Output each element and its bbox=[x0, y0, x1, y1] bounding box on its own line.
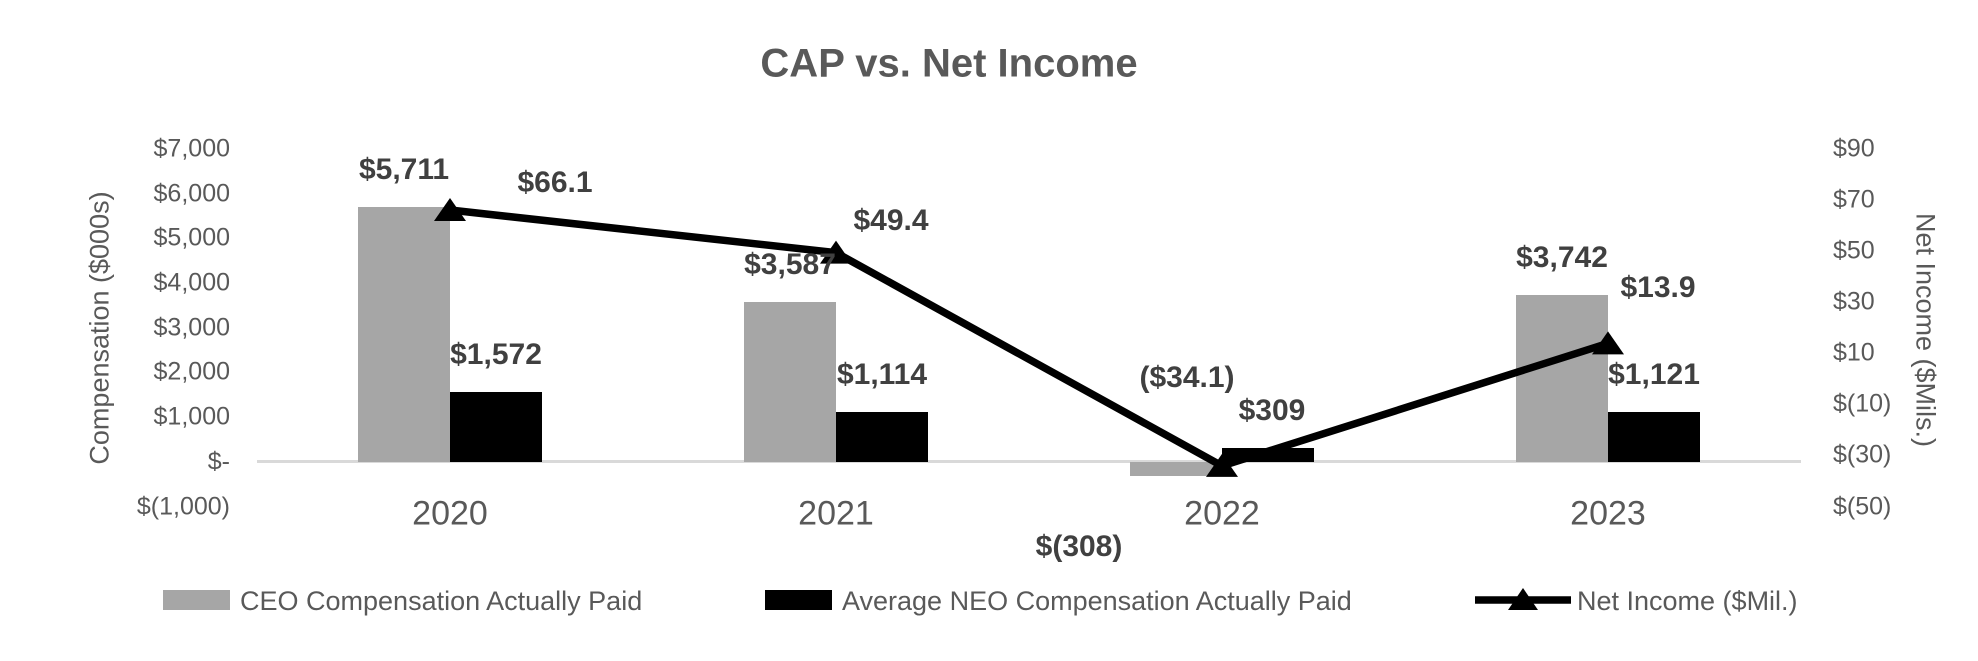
legend-swatch-neo bbox=[765, 590, 832, 610]
bar-neo-2021 bbox=[836, 412, 928, 462]
legend-triangle-icon bbox=[1508, 588, 1538, 610]
legend-swatch-ceo bbox=[163, 590, 230, 610]
bar-ceo-2022 bbox=[1130, 461, 1222, 476]
triangle-marker-2021 bbox=[820, 240, 852, 264]
left-axis-tick: $3,000 bbox=[153, 313, 230, 342]
triangle-marker-2023 bbox=[1592, 331, 1624, 355]
data-label-s0-2022: $(308) bbox=[1035, 529, 1123, 563]
bar-neo-2023 bbox=[1608, 411, 1700, 462]
legend-label-neo: Average NEO Compensation Actually Paid bbox=[842, 586, 1352, 616]
data-label-s1-2021: $1,114 bbox=[836, 358, 928, 392]
legend-label-net-income: Net Income ($Mil.) bbox=[1577, 586, 1798, 616]
x-axis-label-2023: 2023 bbox=[1570, 494, 1646, 533]
left-axis-tick: $7,000 bbox=[153, 134, 230, 163]
data-label-s2-2020: $66.1 bbox=[517, 166, 593, 200]
data-label-s1-2023: $1,121 bbox=[1608, 357, 1700, 391]
left-axis-tick: $(1,000) bbox=[136, 492, 230, 520]
data-label-s0-2023: $3,742 bbox=[1516, 240, 1608, 274]
triangle-marker-2020 bbox=[434, 198, 466, 222]
left-axis-tick: $6,000 bbox=[153, 179, 230, 208]
right-axis-tick: $(10) bbox=[1833, 389, 1892, 418]
net-income-line bbox=[449, 206, 1610, 470]
right-axis-tick: $70 bbox=[1833, 185, 1875, 214]
left-axis-tick: $4,000 bbox=[153, 268, 230, 297]
x-axis-label-2020: 2020 bbox=[412, 494, 488, 533]
data-label-s2-2022: ($34.1) bbox=[1139, 360, 1235, 394]
bar-ceo-2021 bbox=[744, 301, 836, 462]
x-axis-label-2022: 2022 bbox=[1184, 494, 1260, 533]
bar-ceo-2023 bbox=[1516, 294, 1608, 462]
data-label-s2-2023: $13.9 bbox=[1620, 271, 1696, 305]
legend-swatch-net-income bbox=[1475, 583, 1571, 622]
data-label-s0-2020: $5,711 bbox=[358, 152, 450, 186]
left-axis-tick: $2,000 bbox=[153, 357, 230, 386]
right-axis-tick: $90 bbox=[1833, 134, 1875, 163]
bar-neo-2020 bbox=[450, 391, 542, 462]
x-axis-label-2021: 2021 bbox=[798, 494, 874, 533]
right-axis-tick: $10 bbox=[1833, 338, 1875, 367]
chart-title: CAP vs. Net Income bbox=[760, 41, 1138, 86]
right-axis-tick: $50 bbox=[1833, 236, 1875, 265]
legend-label-ceo: CEO Compensation Actually Paid bbox=[240, 586, 643, 616]
right-axis-tick: $(50) bbox=[1833, 492, 1892, 520]
data-label-s1-2022: $309 bbox=[1238, 394, 1306, 427]
right-axis-tick: $30 bbox=[1833, 287, 1875, 316]
bar-ceo-2020 bbox=[358, 206, 450, 462]
legend-line-icon bbox=[1475, 588, 1571, 610]
triangle-marker-2022 bbox=[1206, 453, 1238, 477]
data-label-s2-2021: $49.4 bbox=[853, 203, 929, 237]
left-axis-tick: $- bbox=[207, 447, 230, 476]
left-axis-tick: $5,000 bbox=[153, 223, 230, 252]
right-axis-tick: $(30) bbox=[1833, 440, 1892, 469]
left-axis-tick: $1,000 bbox=[153, 402, 230, 431]
data-label-s0-2021: $3,587 bbox=[744, 247, 836, 281]
data-label-s1-2020: $1,572 bbox=[450, 337, 542, 371]
x-axis-line bbox=[257, 460, 1801, 464]
